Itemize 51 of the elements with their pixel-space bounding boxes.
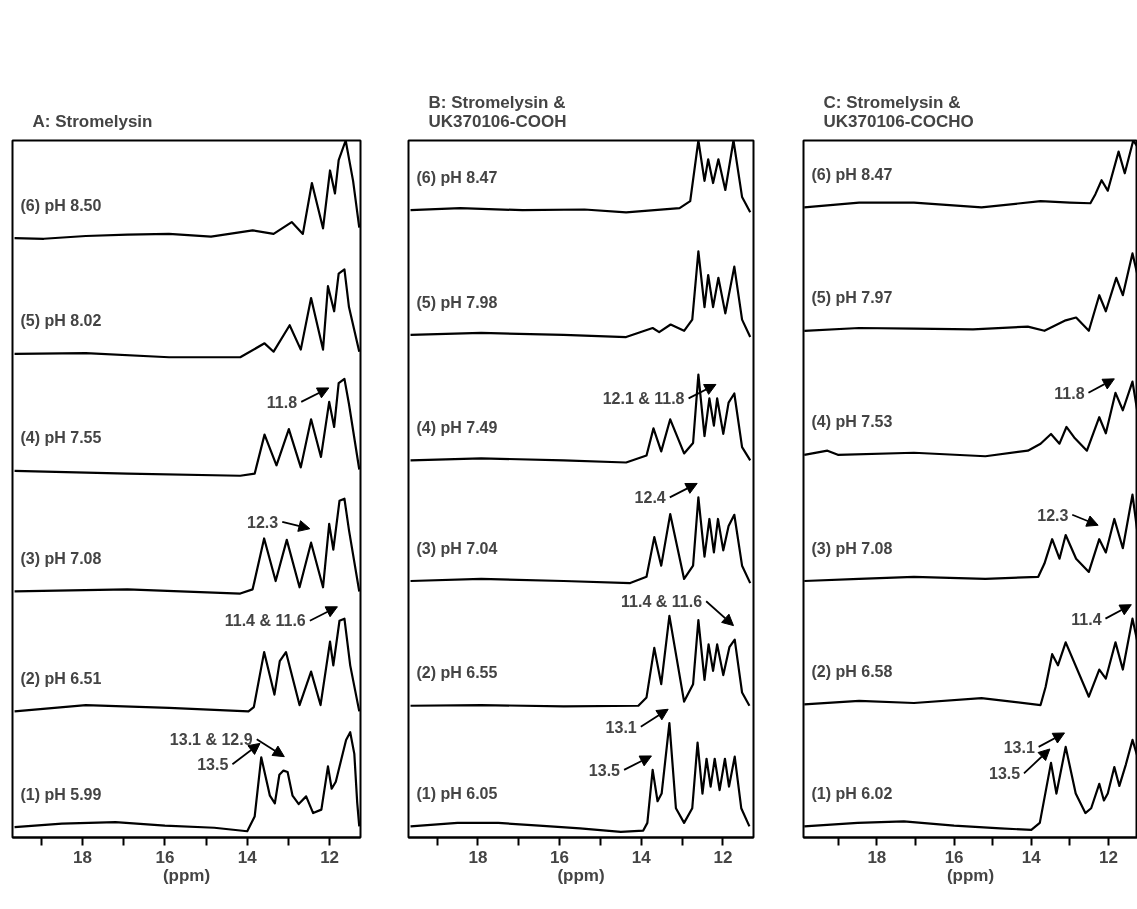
series-label: (5) pH 7.97 [811, 289, 893, 307]
annotation: 13.5 [988, 765, 1021, 783]
x-tick-label: 16 [944, 847, 964, 867]
x-tick-label: 12 [320, 847, 340, 867]
x-tick-label: 18 [867, 847, 887, 867]
annotation: 11.4 & 11.6 [224, 612, 306, 630]
chart-title: A: Stromelysin [32, 111, 153, 131]
series-label: (2) pH 6.58 [811, 662, 893, 680]
series-label: (4) pH 7.53 [811, 413, 893, 431]
annotation: 11.4 & 11.6 [621, 592, 703, 610]
series-label: (1) pH 5.99 [20, 785, 102, 803]
series-label: (1) pH 6.05 [416, 784, 498, 802]
x-tick-label: 14 [631, 847, 652, 867]
x-tick-label: 12 [713, 847, 733, 867]
x-tick-label: 18 [468, 847, 488, 867]
series-label: (3) pH 7.04 [416, 539, 498, 557]
x-tick-label: 18 [73, 847, 92, 867]
annotation: 13.5 [588, 761, 621, 779]
annotation: 12.4 [634, 489, 666, 507]
x-tick-label: 16 [550, 847, 570, 867]
annotation: 12.3 [246, 513, 279, 531]
annotation: 11.4 [1071, 610, 1102, 628]
chart-title: C: Stromelysin & UK370106-COCHO [823, 92, 974, 131]
series-label: (6) pH 8.50 [20, 196, 102, 214]
series-label: (5) pH 7.98 [416, 293, 498, 311]
x-axis-title: (ppm) [162, 865, 211, 885]
series-label: (4) pH 7.55 [20, 429, 102, 447]
annotation: 11.8 [1054, 384, 1085, 402]
x-tick-label: 12 [1099, 847, 1119, 867]
x-axis-title: (ppm) [946, 865, 995, 885]
x-tick-label: 14 [237, 847, 258, 867]
annotation: 13.1 [605, 718, 637, 736]
annotation: 13.1 & 12.9 [169, 730, 253, 748]
series-label: (5) pH 8.02 [20, 312, 102, 330]
annotation: 11.8 [266, 393, 298, 411]
annotation: 13.1 [1003, 738, 1035, 756]
series-label: (3) pH 7.08 [20, 550, 102, 568]
x-axis-title: (ppm) [557, 865, 605, 885]
x-tick-label: 14 [1021, 847, 1042, 867]
series-label: (6) pH 8.47 [811, 166, 893, 184]
annotation: 13.5 [197, 756, 229, 774]
annotation: 12.3 [1037, 506, 1069, 524]
series-label: (6) pH 8.47 [416, 168, 498, 186]
series-label: (2) pH 6.55 [416, 664, 498, 682]
annotation: 12.1 & 11.8 [602, 389, 685, 407]
series-label: (4) pH 7.49 [416, 419, 498, 437]
x-tick-label: 16 [155, 847, 175, 867]
series-label: (1) pH 6.02 [811, 784, 893, 802]
chart-title: B: Stromelysin & UK370106-COOH [428, 92, 567, 131]
series-label: (2) pH 6.51 [20, 669, 102, 687]
series-label: (3) pH 7.08 [811, 539, 893, 557]
